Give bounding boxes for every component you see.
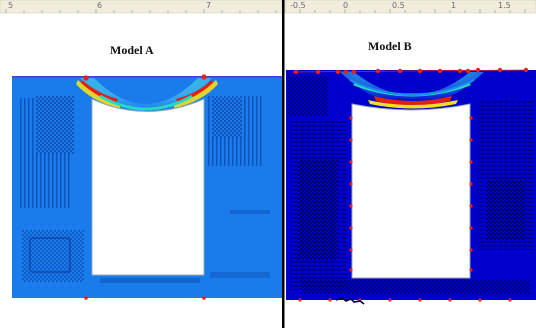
ruler-left: 5 6 7 [0, 0, 283, 14]
support-marker [201, 74, 207, 80]
panel-model-a: Model A [12, 43, 282, 300]
support-marker [349, 268, 353, 272]
ruler-tick-label: 5 [8, 1, 13, 10]
ruler-tick-label: 1 [451, 1, 456, 10]
support-marker [349, 248, 353, 252]
support-marker [523, 67, 529, 73]
support-marker [343, 69, 349, 75]
support-marker [469, 160, 473, 164]
panel-title: Model B [368, 39, 412, 53]
ruler-tick-label: 0 [343, 1, 348, 10]
support-marker [417, 68, 423, 74]
ruler-tick-label: 0.5 [392, 1, 405, 10]
support-marker [202, 296, 206, 300]
ruler-tick-label: 6 [97, 1, 102, 10]
boundary-markers-top [293, 67, 529, 75]
support-marker [469, 248, 473, 252]
support-marker [298, 298, 302, 302]
support-marker [469, 182, 473, 186]
support-marker [349, 160, 353, 164]
support-marker [328, 298, 332, 302]
stress-band-hot [80, 80, 118, 103]
panel-title: Model A [110, 43, 154, 57]
ruler-tick-label: 7 [206, 1, 211, 10]
support-marker [457, 68, 463, 74]
stress-band-hot [176, 80, 214, 103]
support-marker [335, 69, 341, 75]
support-marker [388, 298, 392, 302]
support-marker [315, 69, 321, 75]
stress-band-hot [374, 96, 452, 106]
support-marker [349, 138, 353, 142]
support-marker [465, 68, 471, 74]
boundary-markers-bottom [298, 298, 512, 302]
support-marker [349, 182, 353, 186]
support-marker [83, 75, 89, 81]
support-marker [375, 68, 381, 74]
support-marker [293, 69, 299, 75]
support-marker [349, 116, 353, 120]
mesh-artifact [486, 180, 524, 240]
mesh-artifact [298, 160, 338, 260]
panel-model-b: Model B [286, 39, 536, 305]
support-marker [508, 298, 512, 302]
support-marker [437, 68, 443, 74]
support-marker [497, 67, 503, 73]
support-marker [84, 296, 88, 300]
opening [91, 98, 205, 276]
mesh-artifact [36, 96, 74, 154]
support-marker [469, 138, 473, 142]
ruler-tick-label: 1.5 [498, 1, 511, 10]
support-marker [349, 226, 353, 230]
support-marker [448, 298, 452, 302]
support-marker [397, 68, 403, 74]
support-marker [469, 268, 473, 272]
support-marker [478, 298, 482, 302]
support-marker [475, 67, 481, 73]
boundary-markers-side [349, 116, 473, 272]
ruler-tick-label: -0.5 [290, 1, 306, 10]
support-marker [469, 204, 473, 208]
ruler-right: -0.5 0 0.5 1 1.5 [284, 0, 536, 14]
support-marker [469, 116, 473, 120]
opening [351, 103, 471, 279]
support-marker [418, 298, 422, 302]
support-marker [469, 226, 473, 230]
support-marker [349, 204, 353, 208]
support-marker [351, 69, 357, 75]
panel-divider [282, 0, 285, 328]
mesh-artifact [212, 98, 242, 138]
